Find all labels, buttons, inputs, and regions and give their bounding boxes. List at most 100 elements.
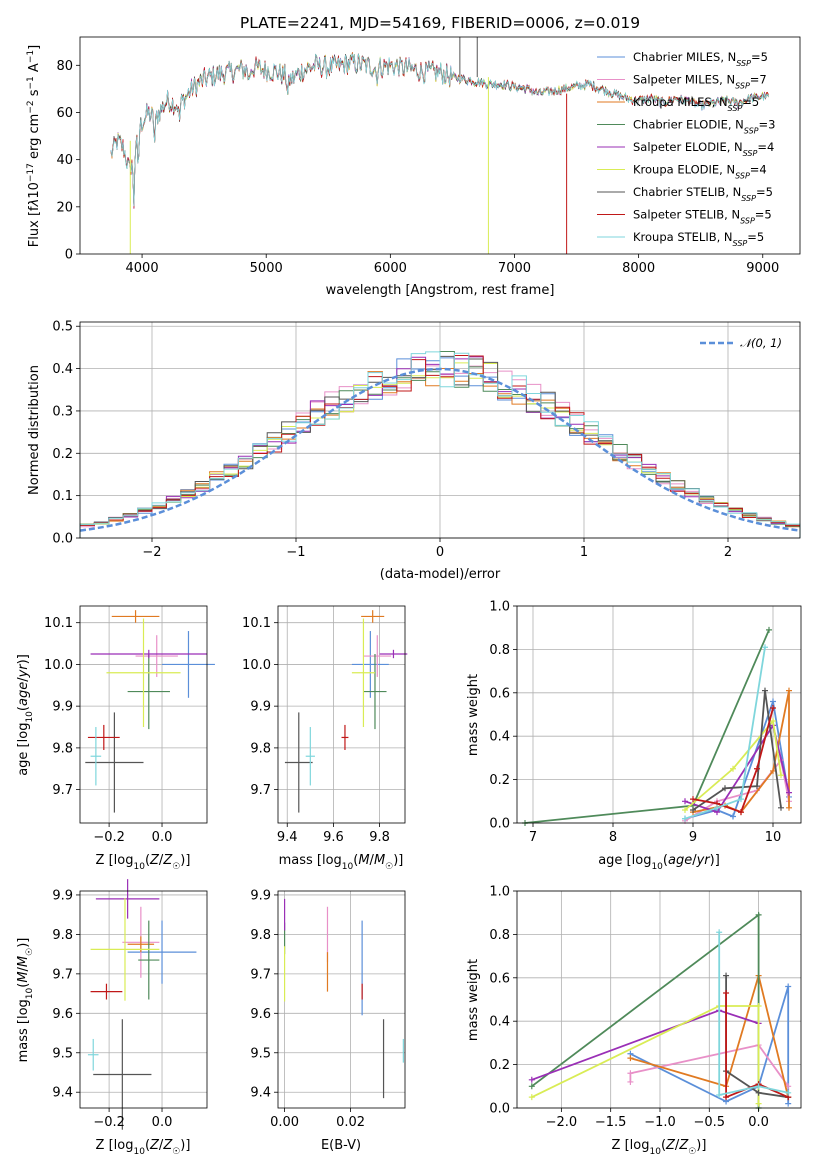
mass-weight-line xyxy=(524,629,770,824)
spectrum-title: PLATE=2241, MJD=54169, FIBERID=0006, z=0… xyxy=(240,14,640,32)
mass-weight-marker xyxy=(738,796,744,803)
x-tick-label: 0.0 xyxy=(152,830,173,845)
mass-weight-marker xyxy=(755,1003,762,1010)
spectrum-ylabel: Flux [fλ10−17 erg cm−2 s−1 A−1] xyxy=(26,45,42,247)
y-tick-label: 9.5 xyxy=(52,1046,73,1061)
legend-entry: Salpeter ELODIE, NSSP=4 xyxy=(633,140,774,158)
mass-weight-line xyxy=(630,972,790,1098)
spectrum-series-line xyxy=(110,53,769,207)
mass-weight-marker xyxy=(754,783,760,790)
y-tick-label: 9.7 xyxy=(52,783,73,798)
y-tick-label: 80 xyxy=(56,59,73,74)
normal-reference-curve xyxy=(79,367,801,532)
mass-weight-marker xyxy=(730,813,736,820)
mass-weight-marker xyxy=(723,989,730,996)
mass-weight-marker xyxy=(785,983,792,990)
mass-weight-marker xyxy=(627,1070,634,1077)
x-tick-label: −2 xyxy=(142,545,161,560)
mass-weight-marker xyxy=(690,806,696,813)
y-tick-label: 0.0 xyxy=(52,532,73,547)
y-tick-label: 0.5 xyxy=(52,320,73,335)
residuals-xlabel: (data-model)/error xyxy=(380,567,501,582)
mass-weight-marker xyxy=(786,789,792,796)
x-tick-label: −1 xyxy=(286,545,305,560)
mass-weight-marker xyxy=(754,765,760,772)
x-tick-label: 7000 xyxy=(498,261,531,276)
spectrum-legend: Chabrier MILES, NSSP=5 Salpeter MILES, NS… xyxy=(597,50,775,248)
x-tick-label: −0.5 xyxy=(694,1115,726,1130)
mass-weight-marker xyxy=(766,626,772,633)
mass-weight-marker xyxy=(755,1089,762,1096)
mass-weight-marker xyxy=(730,765,736,772)
x-tick-label: 9 xyxy=(689,830,697,845)
spectrum-panel: 4000 5000 6000 7000 8000 9000 0 20 40 60 80 Chabri… xyxy=(26,36,801,298)
mass-vs-ebv-panel: 0.00 0.02 9.4 9.5 9.6 9.7 9.8 9.9 E(B-V) xyxy=(250,888,406,1153)
x-tick-label: 7 xyxy=(529,830,537,845)
y-tick-label: 1.0 xyxy=(489,885,510,900)
x-tick-label: −0.2 xyxy=(93,1115,125,1130)
mass-vs-ebv-axes-frame xyxy=(277,890,406,1109)
y-tick-label: 9.8 xyxy=(250,928,271,943)
y-tick-label: 9.8 xyxy=(52,741,73,756)
x-tick-label: 5000 xyxy=(250,261,283,276)
mass-weight-vs-age-ylabel: mass weight xyxy=(466,674,481,756)
x-tick-label: 9.6 xyxy=(323,830,344,845)
mass-weight-vs-Z-ylabel: mass weight xyxy=(466,959,481,1041)
legend-entry: Chabrier ELODIE, NSSP=3 xyxy=(633,118,775,136)
mass-weight-marker xyxy=(785,1089,792,1096)
mass-weight-marker xyxy=(723,972,730,979)
y-tick-label: 9.6 xyxy=(250,1007,271,1022)
mass-weight-vs-age-xlabel: age [log10(age/yr)] xyxy=(598,853,720,872)
x-tick-label: 9.4 xyxy=(277,830,298,845)
mass-weight-marker xyxy=(770,698,776,705)
y-tick-label: 9.9 xyxy=(52,888,73,903)
y-tick-label: 10.0 xyxy=(44,658,73,673)
y-tick-label: 0.4 xyxy=(489,1015,510,1030)
mass-weight-line xyxy=(684,718,782,811)
y-tick-label: 60 xyxy=(56,106,73,121)
mass-weight-line xyxy=(725,975,789,1099)
y-tick-label: 9.6 xyxy=(52,1007,73,1022)
y-tick-label: 9.7 xyxy=(250,967,271,982)
x-tick-label: 4000 xyxy=(126,261,159,276)
y-tick-label: 0.1 xyxy=(52,489,73,504)
legend-entry: Kroupa STELIB, NSSP=5 xyxy=(633,230,764,248)
x-tick-label: 9.8 xyxy=(369,830,390,845)
legend-entry: Kroupa ELODIE, NSSP=4 xyxy=(633,163,767,181)
mass-weight-marker xyxy=(690,796,696,803)
y-tick-label: 0.2 xyxy=(489,773,510,788)
mass-weight-marker xyxy=(716,929,723,936)
mass-vs-Z-axes-frame xyxy=(79,890,208,1109)
spectrum-xlabel: wavelength [Angstrom, rest frame] xyxy=(326,283,555,298)
residuals-panel: −2 −1 0 1 2 0.0 0.1 0.2 0.3 0.4 0.5 𝒩(0, 1) (data-… xyxy=(27,320,801,582)
x-tick-label: 10 xyxy=(765,830,782,845)
residuals-legend: 𝒩(0, 1) xyxy=(700,336,782,350)
mass-weight-marker xyxy=(627,1078,634,1085)
mass-weight-marker xyxy=(738,809,744,816)
x-tick-label: 8 xyxy=(609,830,617,845)
mass-vs-ebv-xlabel: E(B-V) xyxy=(321,1138,361,1153)
mass-weight-marker xyxy=(528,1076,535,1083)
y-tick-label: 0.8 xyxy=(489,928,510,943)
age-vs-Z-panel: −0.2 0.0 9.7 9.8 9.9 10.0 10.1 Z [log10(Z/Z☉)]… xyxy=(16,605,215,872)
mass-weight-marker xyxy=(786,804,792,811)
mass-weight-line xyxy=(531,1005,760,1104)
y-tick-label: 10.0 xyxy=(242,658,271,673)
residuals-ylabel: Normed distribution xyxy=(27,365,42,495)
x-tick-label: 0 xyxy=(436,545,444,560)
mass-weight-line xyxy=(684,647,766,820)
mass-weight-marker xyxy=(778,772,784,779)
spectrum-axes-frame xyxy=(79,36,801,255)
x-tick-label: 0.0 xyxy=(748,1115,769,1130)
age-vs-mass-panel: 9.4 9.6 9.8 9.7 9.8 9.9 10.0 10.1 mass [log10(M… xyxy=(242,605,408,872)
mass-weight-marker xyxy=(770,704,776,711)
y-tick-label: 9.8 xyxy=(52,928,73,943)
legend-entry: Chabrier MILES, NSSP=5 xyxy=(633,50,768,68)
mass-weight-marker xyxy=(755,1083,762,1090)
x-tick-label: −2.0 xyxy=(546,1115,578,1130)
x-tick-label: −1.5 xyxy=(595,1115,627,1130)
x-tick-label: 2 xyxy=(724,545,732,560)
mass-weight-marker xyxy=(755,1100,762,1107)
y-tick-label: 9.8 xyxy=(250,741,271,756)
